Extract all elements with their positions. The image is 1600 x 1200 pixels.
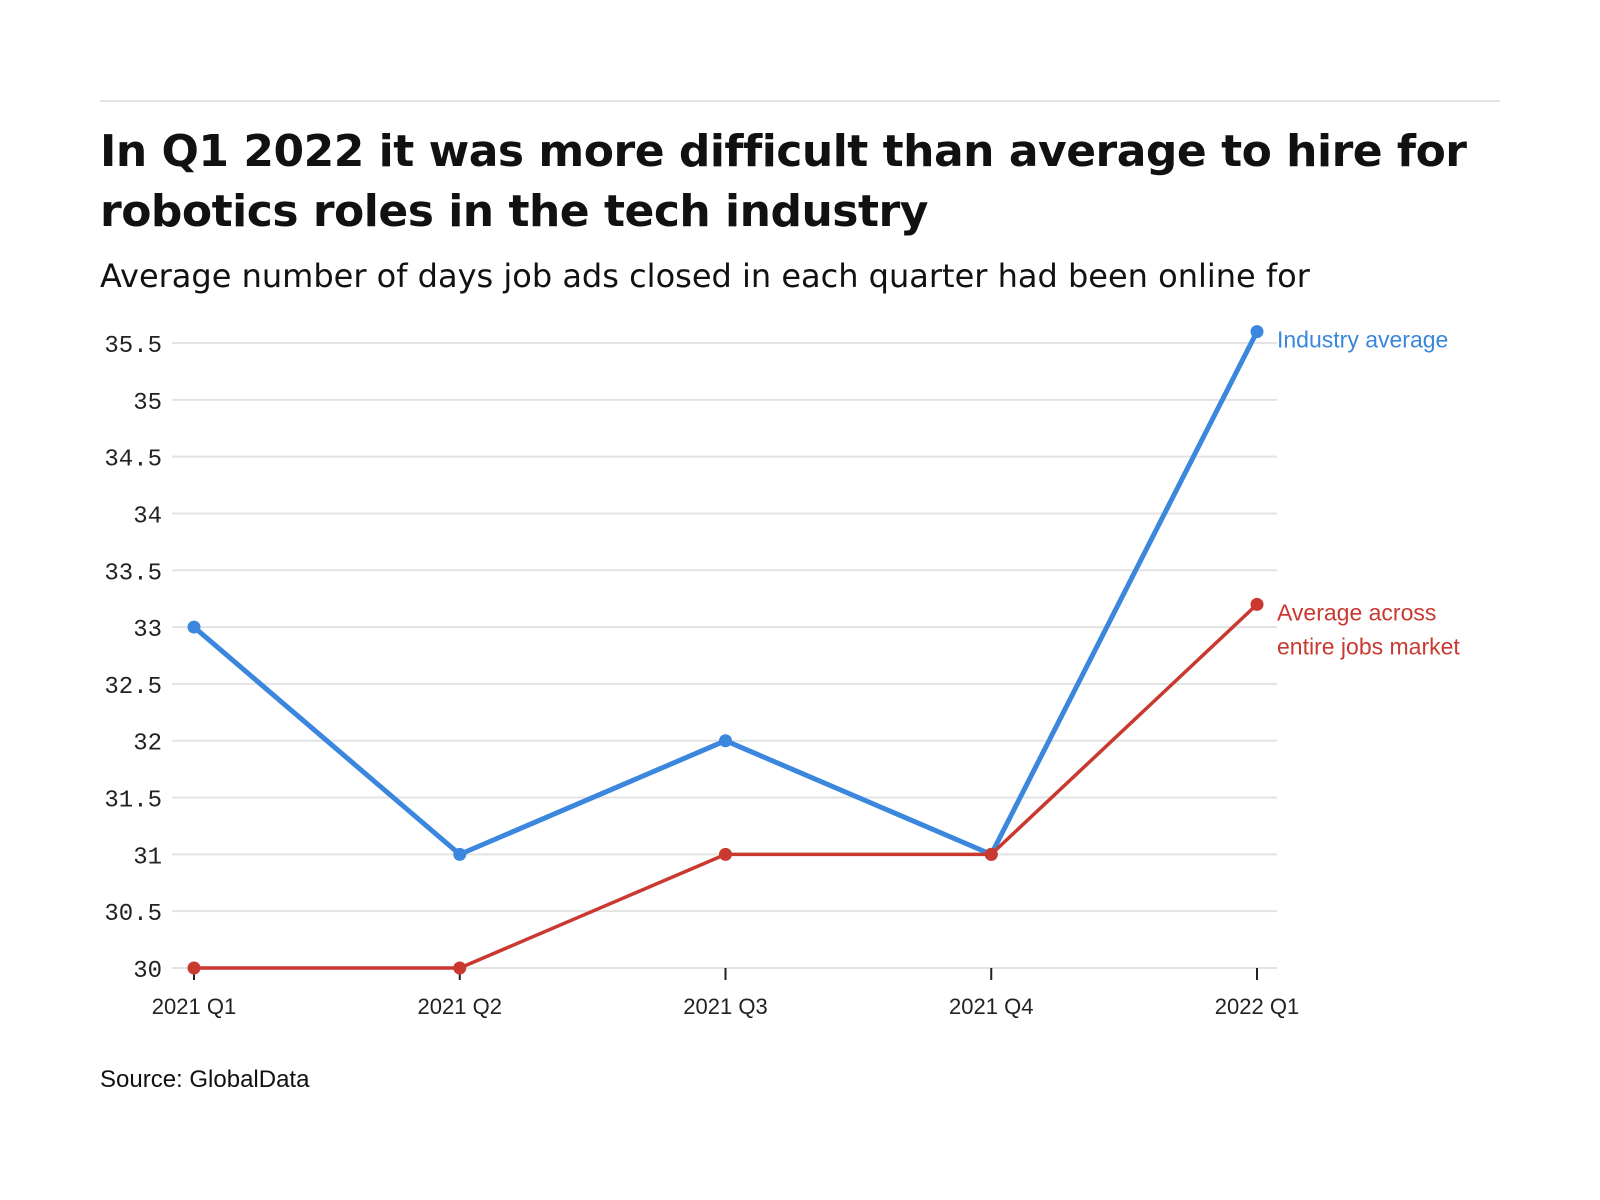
data-point xyxy=(187,620,201,634)
series-label-line: entire jobs market xyxy=(1277,633,1460,659)
data-point xyxy=(187,961,201,975)
gridlines xyxy=(172,342,1277,969)
y-tick-label: 31.5 xyxy=(104,788,162,815)
y-tick-label: 30.5 xyxy=(104,901,162,928)
y-tick-label: 32.5 xyxy=(104,674,162,701)
x-tick-label: 2022 Q1 xyxy=(1215,994,1299,1019)
data-point xyxy=(453,847,467,861)
y-axis: 30 30.5 31 31.5 32 32.5 33 33.5 34 34.5 35 35.5 xyxy=(104,333,162,985)
y-tick-label: 35.5 xyxy=(104,333,162,360)
chart-title: In Q1 2022 it was more difficult than av… xyxy=(100,126,1467,237)
series-label: Average across entire jobs market xyxy=(1277,599,1460,659)
x-tick-label: 2021 Q4 xyxy=(949,994,1033,1019)
y-tick-label: 33 xyxy=(133,617,162,644)
series-lines xyxy=(187,325,1264,975)
x-tick-label: 2021 Q1 xyxy=(152,994,236,1019)
series-label-line: Average across xyxy=(1277,599,1436,625)
series-line-market-average xyxy=(192,602,1259,970)
series-labels: Industry average Average across entire job… xyxy=(1277,327,1460,660)
data-point xyxy=(719,847,732,861)
data-point xyxy=(453,961,467,975)
x-tick-label: 2021 Q3 xyxy=(683,994,767,1019)
series-label-line: Industry average xyxy=(1277,327,1448,353)
y-tick-label: 34 xyxy=(133,503,162,530)
source-note: Source: GlobalData xyxy=(100,1066,310,1093)
y-tick-label: 33.5 xyxy=(104,560,162,587)
data-point xyxy=(984,847,998,861)
top-divider xyxy=(100,100,1500,102)
series-label: Industry average xyxy=(1277,327,1448,353)
y-tick-label: 30 xyxy=(133,958,162,985)
y-tick-label: 34.5 xyxy=(104,447,162,474)
x-axis: 2021 Q1 2021 Q2 2021 Q3 2021 Q4 2022 Q1 xyxy=(152,968,1299,1019)
data-point xyxy=(1250,325,1264,339)
y-tick-label: 35 xyxy=(133,390,162,417)
x-tick-label: 2021 Q2 xyxy=(418,994,502,1019)
data-point xyxy=(1250,597,1264,611)
series-line-industry-average xyxy=(191,329,1260,857)
chart-subtitle: Average number of days job ads closed in… xyxy=(100,257,1310,295)
y-tick-label: 32 xyxy=(133,731,162,758)
data-point xyxy=(719,734,732,748)
y-tick-label: 31 xyxy=(133,844,162,871)
